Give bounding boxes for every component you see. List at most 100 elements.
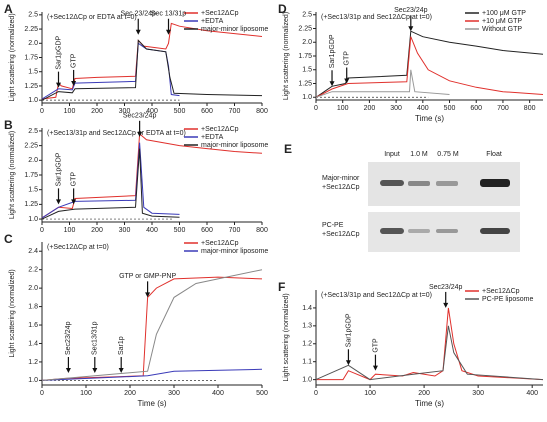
x-tick-label: 300 [472, 390, 484, 397]
gel: E Input 1.0 M 0.75 M Float Major-minor +… [284, 142, 520, 252]
annotation-label: GTP [344, 51, 351, 66]
x-tick-label: 500 [174, 227, 186, 234]
x-tick-label: 100 [337, 105, 349, 112]
y-axis-label: Light scattering (normalized) [283, 12, 290, 100]
row-label: +Sec12ΔCp [322, 184, 360, 191]
annotation-label: Sec23/24p [123, 113, 157, 120]
x-tick-label: 100 [80, 390, 92, 397]
legend-label: major-minor liposome [201, 142, 268, 149]
x-tick-label: 300 [168, 390, 180, 397]
x-tick-label: 500 [256, 390, 268, 397]
line-series [315, 69, 450, 98]
y-tick-label: 1.8 [28, 303, 38, 310]
x-tick-label: 0 [40, 390, 44, 397]
x-tick-label: 500 [174, 108, 186, 115]
band [408, 229, 430, 233]
legend-label: major-minor liposome [201, 26, 268, 33]
x-tick-label: 300 [119, 227, 131, 234]
annotation-label: Sar1pGDP [55, 152, 62, 186]
y-tick-label: 1.2 [302, 341, 312, 348]
x-tick-label: 200 [418, 390, 430, 397]
y-tick-label: 1.0 [302, 376, 312, 383]
y-tick-label: 2.25 [24, 26, 38, 33]
annotation-label: Sec13/31p [92, 321, 99, 355]
y-tick-label: 1.3 [302, 323, 312, 330]
x-tick-label: 0 [40, 227, 44, 234]
y-tick-label: 1.5 [302, 67, 312, 74]
column-label: Input [384, 151, 400, 158]
annotation-label: Sec23/24p [429, 284, 463, 291]
x-tick-label: 600 [470, 105, 482, 112]
x-tick-label: 400 [146, 108, 158, 115]
x-tick-label: 200 [91, 227, 103, 234]
line-series [41, 42, 180, 100]
x-axis-label: Time (s) [137, 399, 166, 408]
y-tick-label: 2.0 [28, 40, 38, 47]
note: (+Sec13/31p and Sec12ΔCp at t=0) [321, 14, 432, 21]
legend-label: PC-PE liposome [482, 296, 533, 303]
annotation-label: Sar1pGDP [329, 34, 336, 68]
legend-label: +Sec12ΔCp [201, 10, 239, 17]
y-tick-label: 1.25 [298, 80, 312, 87]
y-tick-label: 1.4 [28, 340, 38, 347]
x-tick-label: 800 [256, 227, 268, 234]
y-tick-label: 1.0 [28, 216, 38, 223]
column-label: 0.75 M [437, 151, 459, 158]
x-tick-label: 500 [444, 105, 456, 112]
annotation-label: GTP [70, 172, 77, 187]
y-tick-label: 2.5 [28, 12, 38, 19]
arrow-head [137, 131, 143, 137]
annotation-label: Sec 23/24p [121, 11, 157, 18]
annotation-label: Sar1p [118, 336, 125, 355]
y-tick-label: 2.5 [28, 128, 38, 135]
annotation-label: GTP or GMP-PNP [119, 273, 176, 280]
arrow-head [408, 26, 414, 32]
x-tick-label: 100 [64, 227, 76, 234]
y-tick-label: 1.25 [24, 201, 38, 208]
x-tick-label: 400 [526, 390, 538, 397]
panel-letter: E [284, 142, 292, 156]
y-tick-label: 2.4 [28, 248, 38, 255]
y-tick-label: 2.5 [302, 12, 312, 19]
legend-label: +Sec12ΔCp [482, 288, 520, 295]
y-tick-label: 1.75 [298, 53, 312, 60]
x-tick-label: 0 [314, 105, 318, 112]
annotation-label: GTP [70, 53, 77, 68]
panel-letter: B [4, 118, 13, 132]
x-tick-label: 100 [64, 108, 76, 115]
arrow-head [166, 29, 171, 35]
x-tick-label: 200 [364, 105, 376, 112]
column-label: 1.0 M [410, 151, 428, 158]
x-tick-label: 600 [201, 227, 213, 234]
arrow-head [329, 81, 335, 87]
line-series [41, 148, 180, 220]
band [380, 228, 404, 234]
x-axis-label: Time (s) [415, 399, 444, 408]
y-tick-label: 1.0 [302, 94, 312, 101]
band [380, 180, 404, 186]
y-axis-label: Light scattering (normalized) [283, 293, 290, 381]
arrow-head [71, 199, 77, 205]
annotation-label: Sar1pGDP [55, 35, 62, 69]
x-tick-label: 200 [91, 108, 103, 115]
arrow-head [372, 365, 378, 371]
y-tick-label: 2.25 [298, 25, 312, 32]
y-tick-label: 2.0 [302, 39, 312, 46]
annotation-label: Sar1pGDP [345, 313, 352, 347]
band [436, 229, 458, 233]
panel-letter: F [278, 280, 285, 294]
y-axis-label: Light scattering (normalized) [9, 131, 16, 219]
arrow-head [345, 360, 351, 366]
arrow-head [118, 368, 124, 374]
y-tick-label: 1.2 [28, 359, 38, 366]
annotation-label: Sec23/24p [394, 7, 428, 14]
x-tick-label: 800 [256, 108, 268, 115]
arrow-head [71, 80, 77, 86]
x-tick-label: 0 [40, 108, 44, 115]
x-axis-label: Time (s) [415, 114, 444, 123]
panel-letter: A [4, 2, 13, 16]
legend-label: +100 μM GTP [482, 10, 526, 17]
y-tick-label: 1.6 [28, 322, 38, 329]
note: (+Sec12ΔCp or EDTA at t=0) [47, 14, 137, 21]
